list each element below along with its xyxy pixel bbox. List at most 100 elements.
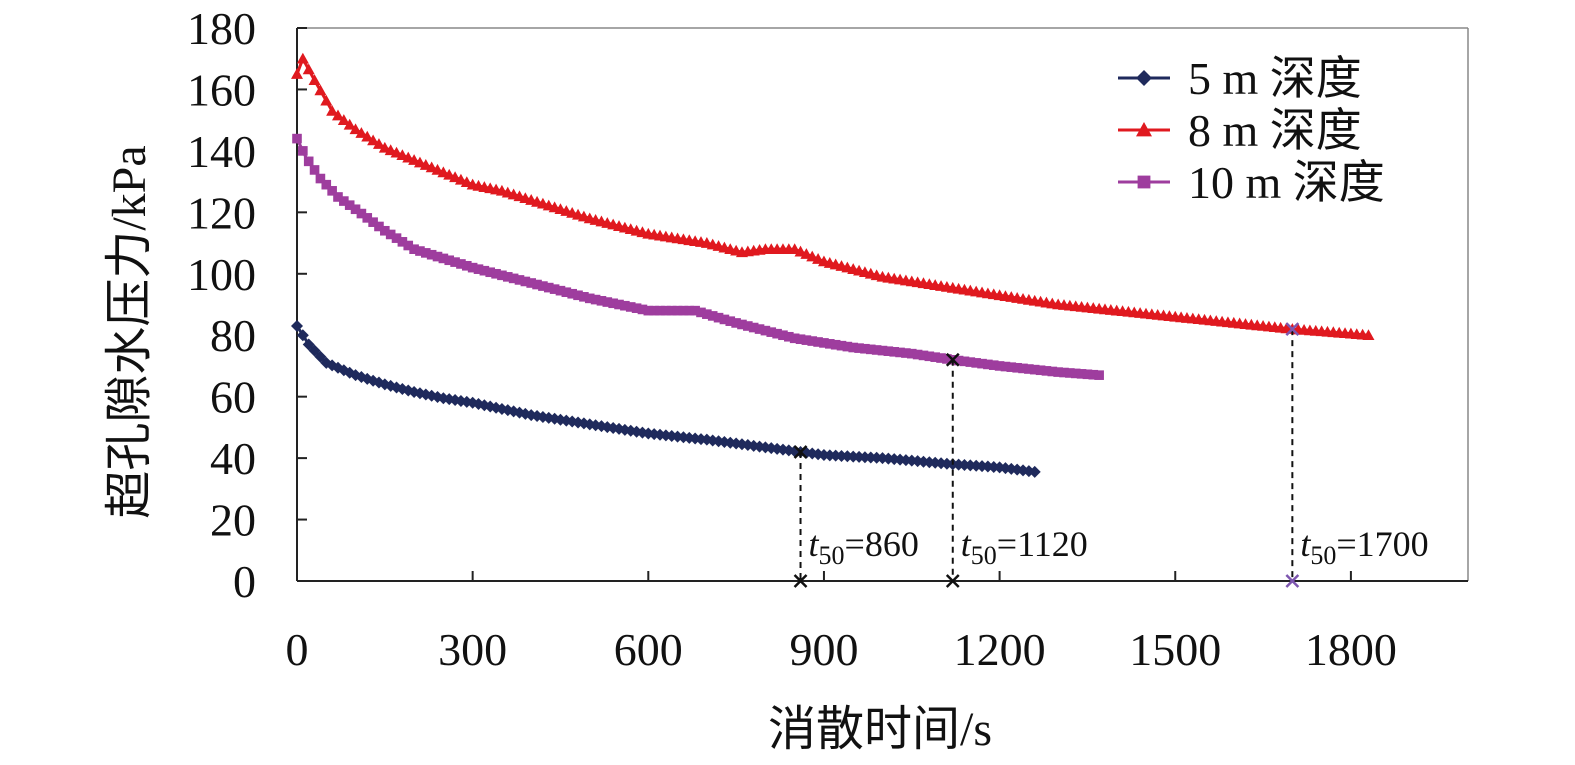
data-point: [830, 339, 841, 350]
data-point: [308, 74, 321, 86]
data-point: [684, 305, 695, 316]
data-point: [320, 94, 333, 106]
data-point: [719, 314, 730, 325]
data-point: [842, 341, 853, 352]
data-point: [877, 345, 888, 356]
data-point: [760, 325, 771, 336]
data-point: [707, 311, 718, 321]
y-tick-label: 180: [187, 3, 256, 54]
data-point: [397, 237, 408, 247]
data-point: [988, 360, 999, 370]
data-point: [367, 134, 380, 146]
data-point: [754, 324, 765, 334]
y-axis-ticks: 0 20 40 60 80 100 120 140 160 180: [187, 3, 307, 607]
data-point: [889, 347, 900, 357]
data-point: [649, 305, 659, 316]
data-point: [1041, 366, 1052, 376]
data-point: [620, 300, 630, 311]
data-point: [1053, 367, 1063, 377]
plot-frame: [296, 27, 1469, 582]
data-point: [848, 342, 859, 353]
data-point: [854, 343, 864, 353]
x-tick-label: 1200: [954, 624, 1046, 675]
data-point: [661, 305, 671, 316]
data-point: [561, 287, 572, 298]
data-point: [356, 208, 367, 219]
data-point: [479, 265, 490, 276]
x-axis-title: 消散时间/s: [768, 703, 992, 756]
data-point: [1076, 369, 1087, 379]
y-tick-label: 160: [187, 64, 256, 115]
data-point: [602, 297, 613, 307]
data-point: [901, 348, 911, 358]
data-point: [361, 130, 374, 142]
annotation-label: t50=1120: [961, 524, 1088, 570]
x-tick-label: 900: [789, 624, 858, 675]
y-tick-label: 120: [187, 187, 256, 238]
data-point: [789, 333, 800, 344]
data-point: [350, 204, 361, 215]
data-point: [555, 285, 566, 296]
data-point: [426, 249, 437, 260]
data-point: [337, 114, 350, 125]
data-point: [385, 229, 396, 240]
data-point: [485, 267, 496, 278]
y-tick-label: 100: [187, 249, 256, 300]
cross-marker: [945, 574, 960, 588]
x-axis-ticks: 0 300 600 900 1200 1500 1800: [286, 571, 1397, 675]
cross-marker: [1285, 574, 1300, 588]
data-point: [702, 309, 712, 319]
annotation-t50-3: t50=1700: [1285, 322, 1429, 588]
data-point: [865, 344, 876, 355]
y-axis-title: 超孔隙水压力/kPa: [103, 145, 156, 518]
data-point: [871, 345, 882, 355]
data-point: [461, 260, 472, 271]
data-point: [713, 312, 724, 323]
data-point: [614, 299, 624, 310]
legend-marker: [1136, 122, 1152, 137]
legend-marker: [1137, 175, 1151, 189]
y-tick-label: 140: [187, 126, 256, 177]
data-point: [836, 340, 847, 351]
data-point: [520, 276, 531, 287]
data-point: [924, 351, 935, 362]
data-point: [372, 138, 385, 149]
data-point: [344, 200, 355, 210]
data-point: [497, 270, 507, 281]
data-point: [326, 104, 339, 116]
data-point: [327, 186, 337, 196]
data-point: [343, 118, 356, 130]
data-point: [1070, 368, 1081, 379]
data-point: [374, 221, 384, 232]
data-point: [596, 296, 607, 306]
data-point: [450, 257, 460, 267]
cross-marker: [1285, 322, 1300, 336]
data-point: [895, 347, 905, 358]
data-point: [637, 304, 648, 315]
data-point: [971, 358, 981, 368]
data-point: [380, 225, 390, 236]
data-point: [315, 173, 326, 184]
data-point: [1028, 465, 1041, 478]
data-point: [333, 192, 343, 202]
data-point: [573, 290, 583, 301]
x-tick-label: 600: [614, 624, 683, 675]
data-point: [331, 109, 344, 121]
data-point: [942, 354, 952, 364]
data-point: [748, 322, 759, 333]
data-point: [1088, 369, 1099, 380]
data-point: [678, 305, 689, 316]
annotation-label: t50=1700: [1300, 524, 1428, 570]
data-point: [1000, 361, 1011, 372]
data-point: [983, 359, 993, 370]
data-point: [801, 335, 812, 345]
series-line: [295, 137, 1100, 377]
data-point: [321, 179, 332, 190]
data-point: [918, 350, 929, 361]
data-point: [672, 305, 683, 316]
data-point: [690, 305, 700, 316]
data-point: [625, 302, 636, 312]
y-tick-label: 60: [210, 372, 256, 423]
data-point: [643, 305, 654, 316]
data-point: [725, 316, 736, 326]
